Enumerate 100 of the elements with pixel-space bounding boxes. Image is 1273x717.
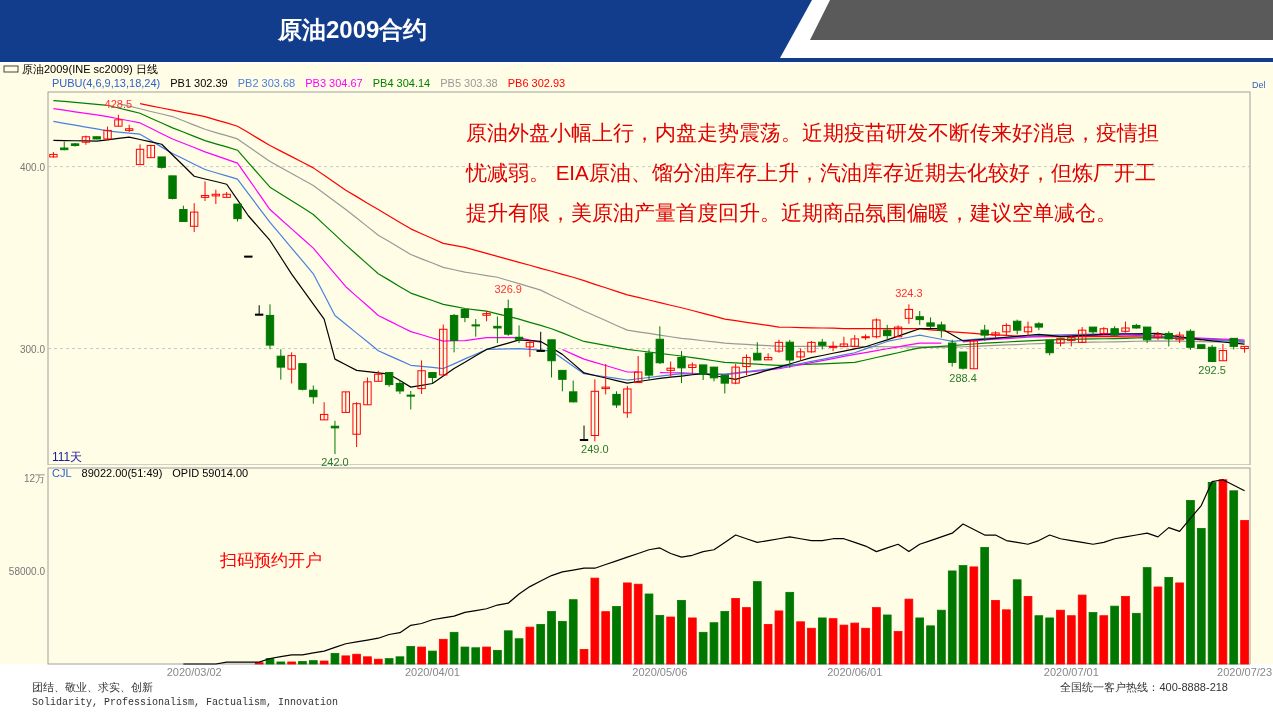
candlestick <box>135 143 145 166</box>
text: Del <box>1252 80 1266 90</box>
candlestick <box>547 339 556 378</box>
candlestick <box>493 316 502 344</box>
bar <box>1121 595 1130 665</box>
bar <box>612 606 621 665</box>
candlestick <box>363 376 372 406</box>
candlestick <box>569 380 578 403</box>
bar <box>428 650 437 665</box>
candlestick <box>114 114 123 127</box>
candlestick <box>525 339 535 358</box>
candlestick <box>190 202 199 233</box>
bar <box>1229 490 1239 665</box>
annotation: 428.5 <box>104 97 133 110</box>
candlestick <box>536 331 545 352</box>
annotation: 326.9 <box>494 282 522 295</box>
chart-title: 原油2009合约 <box>277 16 428 43</box>
candlestick <box>763 352 773 361</box>
bar <box>731 598 740 665</box>
candlestick <box>633 355 643 384</box>
candlestick <box>742 353 751 376</box>
candlestick <box>1186 328 1195 351</box>
candlestick <box>1023 321 1033 337</box>
text: PB5 303.38 <box>440 77 498 89</box>
text: 89022.00(51:49) <box>81 467 163 479</box>
bar <box>568 599 578 665</box>
bar <box>1186 500 1195 665</box>
bar <box>1088 612 1098 665</box>
bar <box>969 566 979 665</box>
text: 12万 <box>23 473 45 484</box>
x-tick-label: 2020/07/23 <box>1217 666 1273 678</box>
candlestick <box>904 303 914 325</box>
text: 58000.0 <box>8 566 46 577</box>
bar <box>882 614 892 665</box>
annotation: 324.3 <box>895 287 923 300</box>
bar <box>861 627 870 665</box>
annotation: 111天 <box>52 450 83 464</box>
bar <box>752 581 762 665</box>
bar <box>1142 567 1152 665</box>
text: OPID 59014.00 <box>172 467 249 479</box>
candlestick <box>731 363 740 385</box>
bar <box>742 607 751 665</box>
bar <box>309 660 318 665</box>
candlestick <box>406 390 415 410</box>
y-tick-label: 300.0 <box>19 343 46 355</box>
bar <box>1023 595 1033 665</box>
text: Solidarity, Professionalism, Factualism, Innovation <box>32 697 339 708</box>
bar <box>1099 615 1109 665</box>
bar <box>1207 482 1217 665</box>
bar <box>1132 612 1141 665</box>
bar <box>558 621 567 665</box>
bar <box>1196 528 1206 665</box>
y-tick-label: 400.0 <box>19 161 46 173</box>
bar <box>536 623 546 665</box>
annotation: 249.0 <box>581 443 609 456</box>
candlestick <box>146 144 156 159</box>
annotation: 292.5 <box>1198 364 1226 377</box>
bar <box>330 653 340 665</box>
bar <box>666 616 675 665</box>
bar <box>514 638 524 665</box>
candlestick <box>590 378 600 442</box>
bar <box>503 630 513 665</box>
bar <box>633 583 643 665</box>
x-tick-label: 2020/04/01 <box>404 666 460 678</box>
annotation: 原油外盘小幅上行，内盘走势震荡。近期疫苗研发不断传来好消息，疫情担忧减弱。 EIA原油、馏分油库存上升，汽油库存近期去化较好，但炼厂开工提升有限，美原油产量首度回升。近期商品氛围偏暖，建议空单减仓。 <box>465 121 1159 224</box>
bar <box>438 638 448 665</box>
candlestick <box>720 374 729 394</box>
bar <box>1175 582 1184 665</box>
candlestick <box>893 324 903 338</box>
x-tick-label: 2020/03/02 <box>166 666 222 678</box>
candlestick <box>558 369 567 392</box>
candlestick <box>969 340 979 370</box>
bar <box>482 646 491 665</box>
bar <box>872 607 881 665</box>
bar <box>525 626 535 665</box>
bar <box>373 658 383 665</box>
bar <box>1110 605 1119 665</box>
bar <box>1002 609 1011 665</box>
candlestick <box>1153 331 1163 341</box>
candlestick <box>623 385 632 419</box>
bar <box>1067 615 1076 665</box>
candlestick <box>1218 343 1228 362</box>
candlestick <box>417 359 426 395</box>
candlestick <box>839 336 849 348</box>
candlestick <box>276 348 285 381</box>
bar <box>471 647 481 665</box>
bar <box>1240 520 1249 665</box>
x-tick-label: 2020/06/01 <box>827 666 883 678</box>
bar <box>1045 617 1054 665</box>
bar <box>1164 577 1174 665</box>
bar <box>817 617 827 665</box>
text: 全国统一客户热线：400-8888-218 <box>1060 681 1228 693</box>
annotation: 扫码预约开户 <box>219 551 322 570</box>
bar <box>785 591 795 665</box>
candlestick <box>341 391 350 413</box>
candlestick <box>330 420 340 455</box>
candlestick <box>81 135 91 146</box>
candlestick <box>579 425 589 442</box>
annotation: 288.4 <box>949 371 977 384</box>
text: PB4 304.14 <box>372 77 431 89</box>
